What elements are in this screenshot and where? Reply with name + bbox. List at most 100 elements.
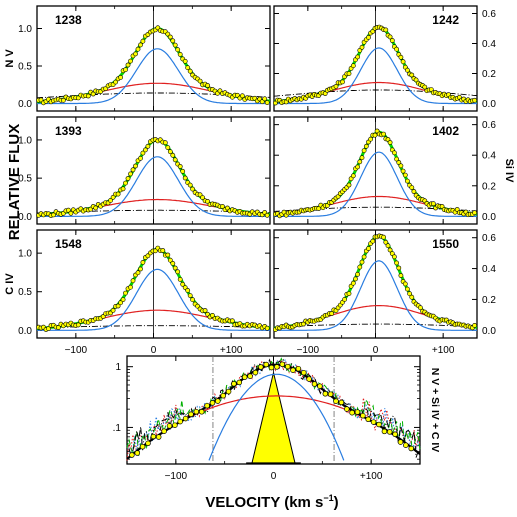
data-point	[247, 373, 253, 379]
data-point	[231, 381, 237, 387]
data-point	[306, 376, 312, 382]
x-tick-label: 0	[271, 471, 277, 482]
data-point	[190, 297, 195, 303]
data-point	[404, 178, 410, 184]
data-point	[145, 440, 151, 447]
data-point	[85, 93, 91, 99]
data-point	[215, 398, 221, 404]
data-point	[357, 264, 363, 270]
data-point	[225, 388, 232, 395]
data-point	[93, 205, 99, 211]
panel-1242: 0.0 0.2 0.4 0.6 1242	[272, 5, 496, 112]
data-point	[385, 243, 391, 249]
data-point	[361, 254, 367, 260]
data-point	[366, 35, 371, 40]
data-point	[472, 97, 477, 103]
data-point	[161, 428, 167, 434]
data-point	[372, 132, 378, 138]
data-point	[172, 265, 178, 271]
data-point	[422, 84, 428, 90]
wavelength-label: 1238	[55, 13, 82, 27]
data-point	[220, 392, 226, 399]
data-point	[381, 131, 386, 137]
y-tick-label: 0.2	[482, 295, 496, 306]
data-point	[90, 91, 96, 97]
summed-profile-panel: −100 0 +100 .1 1 N V + Si IV + C IV	[113, 355, 441, 482]
data-point	[387, 247, 393, 253]
data-point	[398, 163, 404, 169]
data-point	[407, 291, 412, 297]
data-point	[387, 140, 393, 145]
instrument-profile-triangle	[251, 372, 296, 464]
data-point	[355, 271, 360, 277]
y-tick-label: 1	[115, 362, 121, 373]
narrow-component-line	[208, 373, 345, 461]
panel-1238: 0.0 0.5 1.0 1238	[18, 5, 271, 112]
data-point	[162, 140, 168, 146]
y-tick-label: 0.5	[18, 174, 32, 185]
narrow-component-line	[274, 47, 477, 105]
data-point	[355, 164, 360, 170]
data-point	[175, 269, 181, 275]
data-point	[229, 318, 235, 324]
data-point	[387, 34, 393, 40]
data-point	[145, 143, 151, 149]
data-point	[138, 42, 143, 48]
data-point	[359, 155, 365, 161]
data-point	[113, 79, 118, 85]
data-point	[350, 173, 356, 179]
data-point	[187, 182, 193, 188]
data-point	[241, 374, 248, 380]
data-point	[150, 433, 157, 440]
data-point	[394, 46, 399, 52]
data-point	[182, 415, 189, 422]
data-point	[142, 147, 148, 153]
data-point	[118, 300, 123, 306]
data-point	[128, 58, 133, 64]
data-point	[386, 429, 393, 435]
data-point	[125, 62, 131, 68]
data-point	[409, 294, 415, 300]
data-point	[333, 398, 339, 404]
data-point	[165, 145, 171, 150]
data-point	[123, 67, 128, 73]
y-tick-label: 0.4	[482, 264, 496, 275]
data-point	[139, 443, 146, 450]
data-point	[359, 44, 365, 50]
data-point	[391, 150, 397, 156]
data-point	[472, 210, 477, 216]
data-point	[187, 68, 193, 74]
panel-1550: 0.0 0.2 0.4 0.6 1550 −100 0 +100	[272, 229, 496, 356]
y-tick-label: 1.0	[18, 135, 32, 146]
data-point	[182, 58, 188, 64]
summed-ions-label: N V + Si IV + C IV	[429, 368, 441, 453]
data-point	[193, 408, 200, 415]
y-tick-label: 0.0	[482, 326, 496, 337]
wavelength-label: 1393	[55, 124, 82, 138]
data-point	[370, 419, 377, 425]
data-point	[409, 72, 415, 78]
data-point	[175, 47, 181, 53]
y-tick-label: 1.0	[18, 24, 32, 35]
data-point	[290, 367, 296, 373]
data-point	[402, 172, 408, 178]
data-point	[381, 428, 388, 435]
data-point	[263, 361, 269, 368]
data-point	[417, 305, 423, 311]
data-point	[333, 84, 339, 89]
data-point	[396, 265, 402, 271]
data-point	[264, 325, 270, 331]
wavelength-label: 1548	[55, 237, 82, 251]
panel-1402: 0.0 0.2 0.4 0.6 1402	[272, 116, 496, 225]
data-point	[61, 97, 66, 103]
data-point	[187, 293, 193, 298]
data-point	[365, 416, 371, 423]
data-point	[366, 246, 371, 251]
data-point	[389, 38, 395, 43]
x-tick-label: +100	[360, 471, 383, 482]
y-tick-label: 0.4	[482, 39, 496, 50]
data-point	[204, 402, 210, 409]
data-point	[123, 180, 128, 186]
data-point	[346, 291, 352, 296]
data-point	[128, 171, 133, 177]
